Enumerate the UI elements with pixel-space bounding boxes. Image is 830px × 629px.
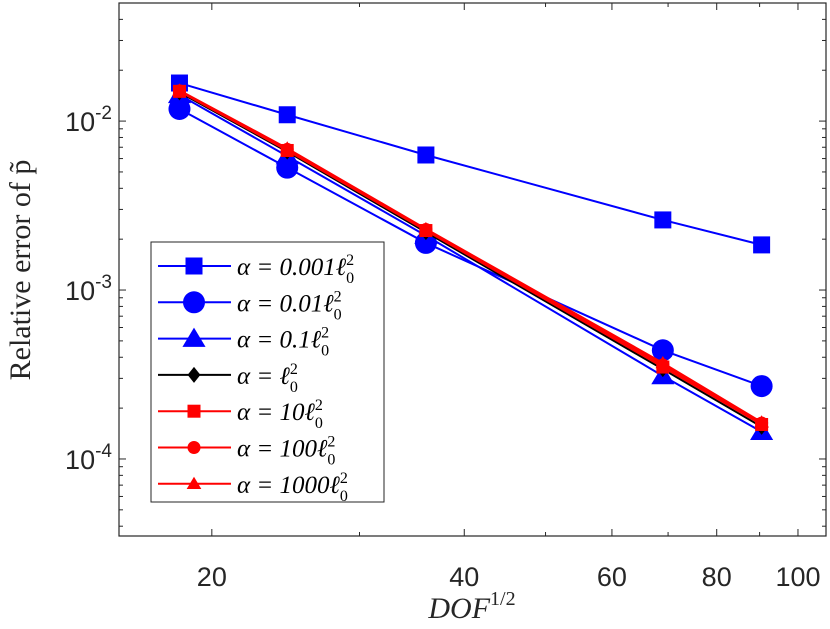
x-tick-label: 80	[702, 562, 732, 592]
legend-marker	[187, 441, 201, 454]
data-point	[754, 415, 769, 428]
legend-label-sub: 0	[346, 270, 354, 287]
legend-label-sub: 0	[334, 306, 342, 323]
y-axis-label: Relative error of p̃	[4, 160, 37, 381]
y-tick-label: 10-2	[65, 103, 112, 137]
x-tick-label: 20	[197, 562, 227, 592]
legend-label-prefix: α = 0.1ℓ	[237, 327, 322, 354]
legend-marker	[187, 404, 201, 418]
legend-label-sup: 2	[315, 397, 323, 414]
legend-label: α = 10ℓ2 0	[237, 397, 323, 432]
plot-area	[167, 74, 774, 440]
x-tick-label: 100	[775, 562, 820, 592]
data-point	[172, 83, 187, 96]
data-point	[655, 355, 671, 369]
legend-label-sup: 2	[327, 434, 335, 451]
legend-label-sup: 2	[290, 361, 298, 378]
legend-label: α = 0.001ℓ2 0	[237, 252, 354, 287]
y-tick-exp: -2	[95, 103, 112, 124]
legend-marker	[185, 257, 203, 275]
series-6	[172, 83, 769, 428]
data-point	[750, 375, 773, 398]
legend-label-prefix: α = 10ℓ	[237, 399, 315, 426]
legend-marker	[186, 476, 202, 490]
data-point	[651, 339, 674, 362]
data-point	[279, 141, 295, 154]
data-point	[417, 146, 435, 164]
legend-label-sup: 2	[340, 470, 348, 487]
legend-entry: α = 10ℓ2 0	[158, 397, 323, 432]
legend-label-sub: 0	[315, 415, 323, 432]
data-point	[278, 106, 296, 124]
legend-label-prefix: α = 1000ℓ	[237, 472, 340, 499]
legend-label-prefix: α = ℓ	[237, 363, 290, 390]
legend-entry: α = 0.01ℓ2 0	[158, 288, 342, 323]
legend-label-sup: 2	[321, 325, 329, 342]
y-tick-exp: -4	[95, 441, 112, 462]
legend-entry: α = ℓ2 0	[158, 361, 298, 396]
y-tick-exp: -3	[95, 272, 112, 293]
legend-label: α = 0.1ℓ2 0	[237, 325, 329, 360]
data-point	[168, 97, 191, 120]
y-tick-base: 10	[65, 107, 95, 137]
legend-label: α = 0.01ℓ2 0	[237, 288, 342, 323]
data-point	[753, 236, 771, 254]
legend-label-sup: 2	[334, 288, 342, 305]
y-tick-label: 10-4	[65, 441, 112, 475]
x-tick-label: 40	[449, 562, 479, 592]
x-axis-label: DOF1/2	[427, 588, 515, 625]
legend-label-sub: 0	[290, 379, 298, 396]
axes-box	[118, 2, 827, 537]
legend-label-sub: 0	[321, 343, 329, 360]
legend-label-sub: 0	[340, 488, 348, 505]
y-tick-base: 10	[65, 445, 95, 475]
legend-entry: α = 1000ℓ2 0	[158, 470, 348, 505]
legend: α = 0.001ℓ2 0α = 0.01ℓ2 0α = 0.1ℓ2 0α = ℓ2 0…	[150, 241, 385, 505]
data-point	[654, 211, 672, 229]
series-line	[179, 82, 762, 246]
legend-label-sub: 0	[327, 452, 335, 469]
legend-label-prefix: α = 0.01ℓ	[237, 290, 334, 317]
y-tick-label: 10-3	[65, 272, 112, 306]
data-point	[418, 221, 434, 235]
x-tick-label: 60	[597, 562, 627, 592]
series-0	[170, 74, 771, 254]
legend-marker	[183, 291, 205, 314]
legend-entry: α = 100ℓ2 0	[158, 434, 335, 469]
x-axis-label-base: DOF	[427, 592, 490, 625]
legend-label-sup: 2	[346, 252, 354, 269]
legend-entry: α = 0.1ℓ2 0	[158, 325, 329, 360]
legend-marker	[182, 327, 206, 347]
legend-label: α = ℓ2 0	[237, 361, 298, 396]
legend-label-prefix: α = 100ℓ	[237, 436, 328, 463]
legend-marker	[187, 366, 201, 383]
legend-label: α = 1000ℓ2 0	[237, 470, 348, 505]
legend-label: α = 100ℓ2 0	[237, 434, 335, 469]
legend-label-prefix: α = 0.001ℓ	[237, 254, 347, 281]
legend-entry: α = 0.001ℓ2 0	[158, 252, 354, 287]
y-tick-base: 10	[65, 276, 95, 306]
legend-box	[150, 241, 385, 503]
x-axis-label-sup: 1/2	[490, 588, 516, 610]
